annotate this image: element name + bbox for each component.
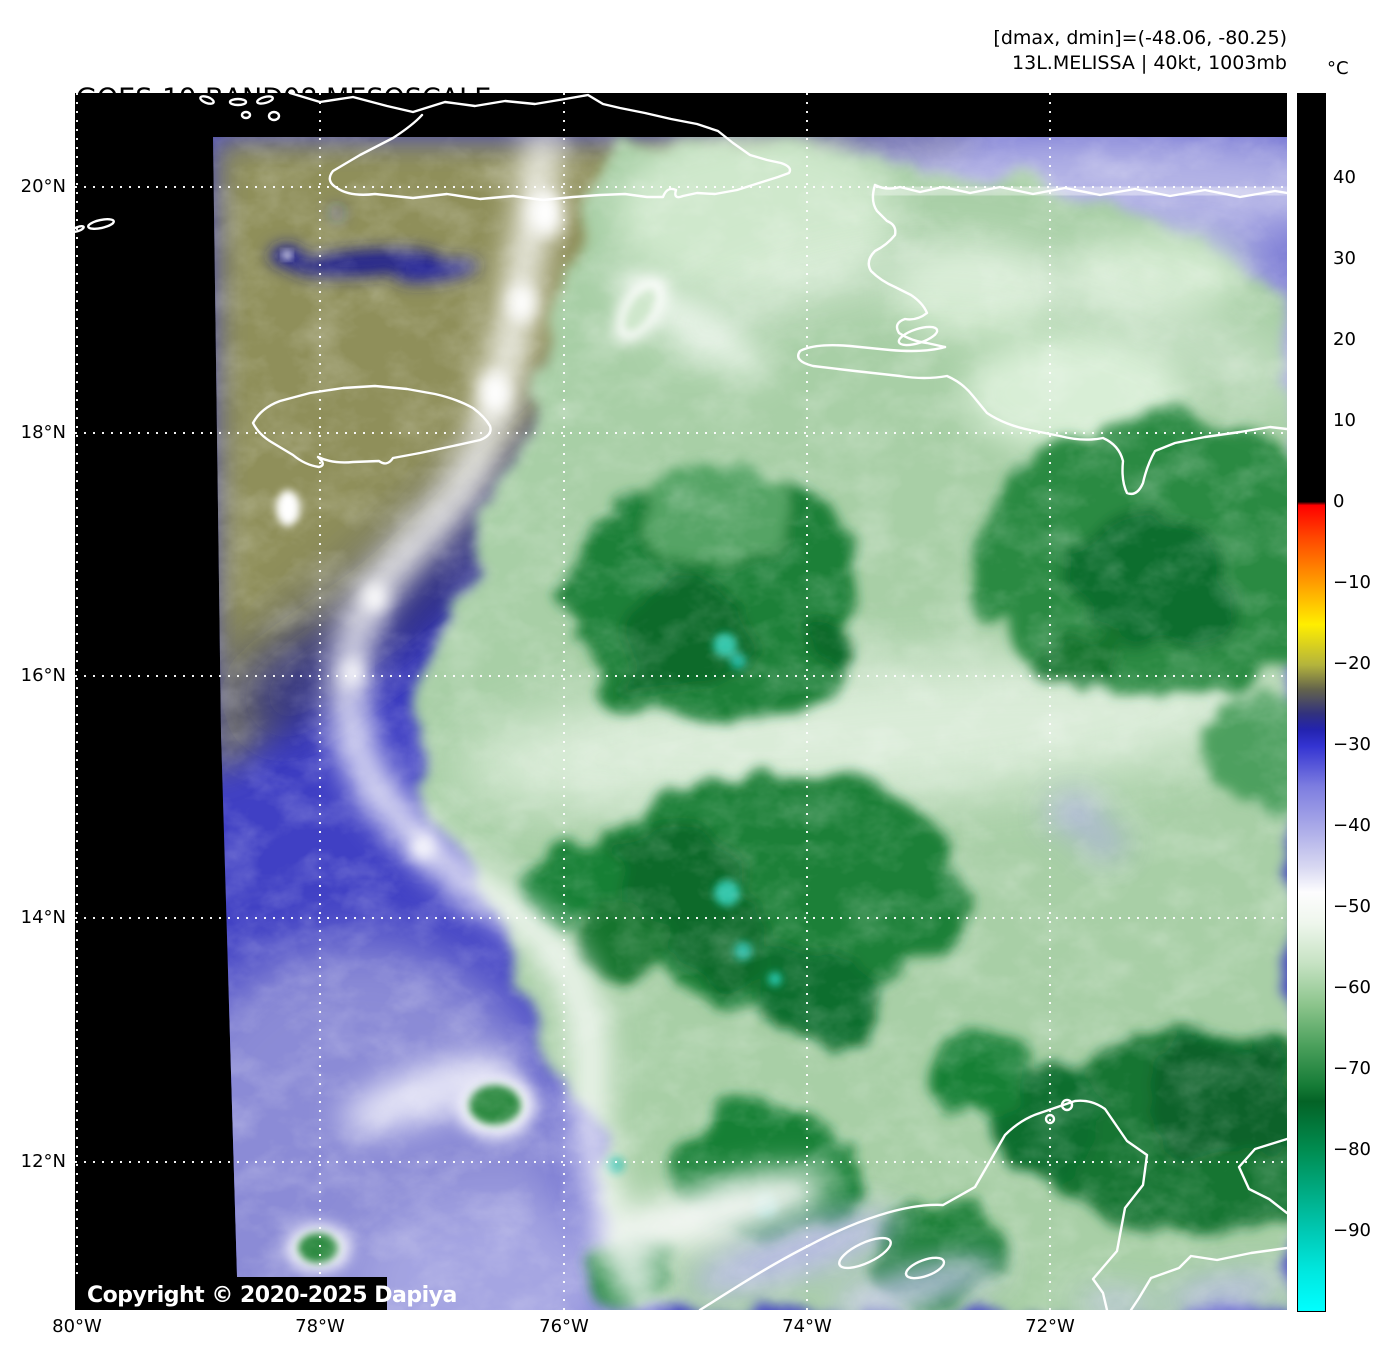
colorbar-tick: −90 xyxy=(1333,1220,1371,1241)
colorbar-tick: −70 xyxy=(1333,1058,1371,1079)
colorbar-tick: −30 xyxy=(1333,734,1371,755)
lat-tick-label: 20°N xyxy=(20,176,66,197)
colorbar-tick: 30 xyxy=(1333,248,1356,269)
colorbar-tick: 0 xyxy=(1333,491,1345,512)
colorbar-tick: −10 xyxy=(1333,572,1371,593)
copyright-box: Copyright © 2020-2025 Dapiya xyxy=(75,1277,457,1310)
map-plot-area: Copyright © 2020-2025 Dapiya xyxy=(75,93,1287,1310)
colorbar-tick: −40 xyxy=(1333,815,1371,836)
satellite-image: Copyright © 2020-2025 Dapiya xyxy=(75,93,1287,1310)
colorbar xyxy=(1297,93,1326,1312)
lat-tick-label: 12°N xyxy=(20,1151,66,1172)
graticule-gridlines xyxy=(75,93,1287,1310)
colorbar-tick: −50 xyxy=(1333,896,1371,917)
colorbar-tick: 40 xyxy=(1333,167,1356,188)
colorbar-unit-label: °C xyxy=(1327,58,1349,79)
storm-annotation: 13L.MELISSA | 40kt, 1003mb xyxy=(1012,52,1287,74)
colorbar-tick: −80 xyxy=(1333,1139,1371,1160)
lon-tick-label: 76°W xyxy=(539,1316,589,1337)
dmax-dmin-annotation: [dmax, dmin]=(-48.06, -80.25) xyxy=(993,27,1287,49)
coastlines xyxy=(75,93,1287,1310)
lon-tick-label: 78°W xyxy=(295,1316,345,1337)
colorbar-tick: −60 xyxy=(1333,977,1371,998)
lat-tick-label: 16°N xyxy=(20,665,66,686)
colorbar-tick: 20 xyxy=(1333,329,1356,350)
lon-tick-label: 74°W xyxy=(782,1316,832,1337)
lon-tick-label: 80°W xyxy=(52,1316,102,1337)
copyright-text: Copyright © 2020-2025 Dapiya xyxy=(87,1283,457,1308)
colorbar-tick: −20 xyxy=(1333,653,1371,674)
annotation-block: [dmax, dmin]=(-48.06, -80.25) 13L.MELISS… xyxy=(993,26,1287,76)
lon-tick-label: 72°W xyxy=(1025,1316,1075,1337)
imagery-layers xyxy=(213,137,1287,1310)
lat-tick-label: 14°N xyxy=(20,907,66,928)
lat-tick-label: 18°N xyxy=(20,422,66,443)
colorbar-tick: 10 xyxy=(1333,410,1356,431)
